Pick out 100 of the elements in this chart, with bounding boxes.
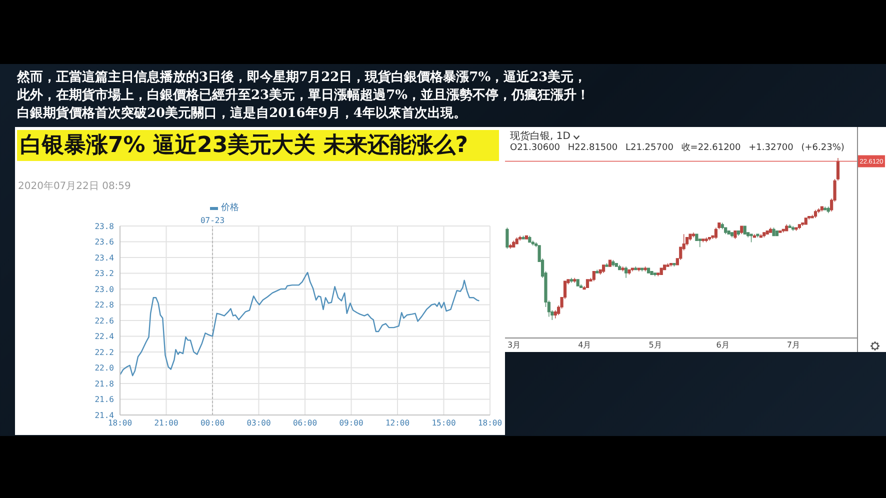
candlestick	[628, 269, 631, 275]
candlestick	[608, 260, 612, 267]
y-tick-label: 21.8	[94, 379, 114, 388]
chart-subtitle: O21.30600 H22.81500 L21.25700 收=22.61200 +1.32700 (+6.23%)	[510, 143, 844, 154]
candlestick	[826, 206, 830, 214]
candlestick	[788, 224, 792, 228]
candlestick	[692, 232, 696, 238]
x-tick-label: 12:00	[385, 418, 410, 428]
x-tick-label: 09:00	[339, 418, 364, 428]
y-tick-label: 23.0	[94, 284, 114, 294]
text: 此外，在期貨市場上，白銀價格已經升至23美元，單日漲幅超過7%，並且漲勢不停，仍瘋狂漲升！	[17, 87, 590, 105]
candlestick	[740, 226, 744, 234]
candlestick	[766, 230, 769, 234]
candlestick	[666, 262, 670, 267]
line-series	[120, 272, 480, 376]
candlestick	[524, 235, 528, 240]
x-tick-label: 5月	[648, 340, 662, 350]
candlestick	[515, 237, 518, 244]
candlestick	[512, 240, 516, 248]
candlestick	[596, 269, 599, 274]
text: 然而，正當這篇主日信息播放的3日後，即今星期7月22日，現貨白銀價格暴漲7%，逼近23美元，	[17, 69, 588, 87]
y-tick-label: 21.4	[94, 410, 114, 420]
candlestick	[605, 262, 608, 267]
candlestick	[602, 264, 606, 274]
candlestick	[618, 264, 622, 270]
chart-subtitle: 2020年07月22日 08:59	[18, 180, 131, 193]
candlestick	[720, 222, 724, 230]
candlestick	[570, 278, 573, 284]
candlestick	[522, 235, 525, 240]
candlestick	[646, 268, 650, 274]
x-tick-label: 06:00	[292, 418, 318, 428]
candlestick	[727, 230, 730, 234]
candlestick	[669, 262, 673, 267]
candlestick	[702, 238, 705, 243]
candlestick	[804, 218, 808, 225]
candlestick	[531, 240, 534, 246]
candlestick	[637, 268, 640, 272]
candlestick	[573, 278, 576, 284]
candlestick	[810, 214, 814, 218]
candlestick	[704, 237, 708, 243]
y-tick-label: 22.6	[94, 316, 114, 326]
candlestick	[785, 224, 788, 232]
candlestick	[554, 310, 557, 319]
y-tick-label: 22.4	[94, 332, 114, 342]
x-tick-label: 3月	[507, 340, 521, 350]
candlestick	[708, 237, 712, 241]
x-tick-label: 18:00	[108, 418, 132, 428]
candlestick	[624, 266, 628, 278]
x-tick-label: 15:00	[432, 418, 456, 428]
candlestick	[621, 266, 624, 272]
candlestick	[586, 279, 590, 288]
x-tick-label: 7月	[786, 340, 800, 350]
candlestick	[794, 227, 798, 232]
x-tick-label: 03:00	[246, 418, 271, 428]
candlestick	[772, 227, 776, 236]
candlestick	[730, 232, 734, 238]
candlestick	[724, 227, 728, 234]
candlestick	[798, 224, 801, 230]
x-tick-label: 21:00	[154, 418, 178, 428]
y-tick-label: 22.8	[94, 300, 114, 310]
candlestick	[660, 268, 663, 275]
candlestick	[820, 206, 824, 212]
x-tick-label: 00:00	[200, 418, 225, 428]
ref-line-label: 07-23	[200, 216, 225, 225]
y-tick-label: 23.2	[94, 269, 114, 278]
chart-title: 现货白银, 1D	[510, 131, 570, 143]
candlestick	[650, 271, 654, 275]
candlestick	[508, 244, 512, 250]
candlestick	[630, 268, 634, 272]
y-tick-label: 22.2	[94, 348, 114, 357]
candlestick	[759, 234, 762, 238]
candlestick	[762, 232, 766, 238]
candlestick	[612, 260, 615, 267]
candlestick	[592, 271, 596, 282]
candlestick	[775, 230, 779, 236]
candlestick	[644, 266, 647, 272]
candlestick	[752, 234, 756, 238]
y-tick-label: 23.8	[94, 222, 114, 231]
y-tick-label: 23.4	[94, 253, 114, 262]
candlestick	[614, 262, 618, 267]
y-tick-label: 22.0	[94, 364, 114, 373]
candlestick	[736, 230, 740, 236]
candlestick	[518, 235, 522, 241]
legend-label: 价格	[221, 203, 239, 213]
x-tick-label: 6月	[716, 340, 730, 350]
chart-title: 白银暴涨7% 逼近23美元大关 未来还能涨么?	[17, 130, 499, 161]
candlestick	[743, 226, 746, 234]
candlestick	[653, 272, 656, 277]
candlestick	[814, 209, 818, 218]
y-tick-label: 21.6	[94, 395, 114, 404]
text: 白銀期貨價格首次突破20美元關口，這是自2016年9月，4年以來首次出現。	[17, 105, 468, 123]
candlestick	[791, 226, 795, 232]
candlestick	[634, 266, 638, 270]
candlestick	[640, 268, 644, 272]
candlestick	[734, 230, 737, 240]
candlestick	[782, 228, 785, 233]
candlestick	[672, 262, 676, 267]
x-tick-label: 18:00	[478, 418, 502, 428]
candlestick	[528, 235, 532, 243]
candlestick	[750, 234, 753, 243]
